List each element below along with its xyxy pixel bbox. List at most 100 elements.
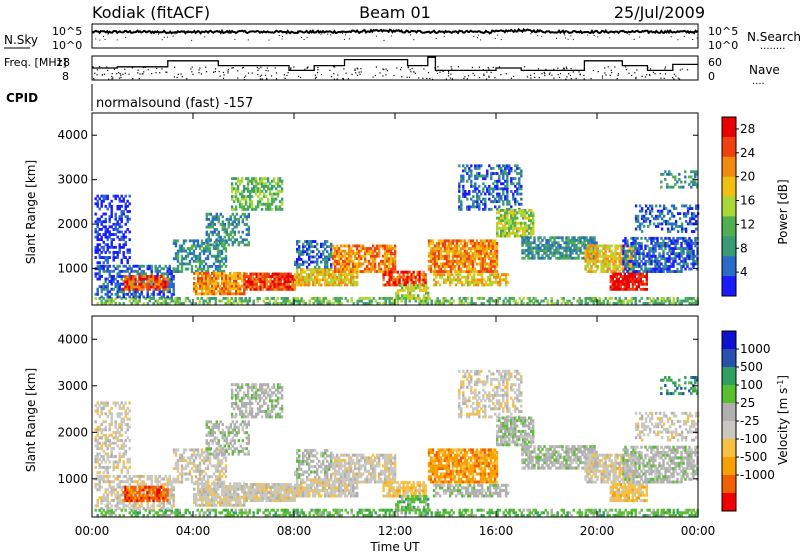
- nave-dot: [679, 69, 681, 71]
- power-cell: [268, 187, 272, 191]
- power-cell: [506, 200, 509, 204]
- power-cell: [539, 241, 542, 245]
- power-cell: [478, 297, 481, 300]
- power-cell: [632, 249, 635, 253]
- power-cell: [514, 184, 517, 188]
- power-cell: [142, 275, 145, 278]
- power-cell: [447, 259, 451, 263]
- power-cell: [245, 215, 248, 219]
- power-cell: [197, 277, 200, 280]
- power-cell: [490, 299, 493, 303]
- power-cell: [470, 164, 473, 168]
- power-cell: [221, 215, 224, 219]
- power-cell: [347, 249, 351, 253]
- power-cell: [174, 267, 178, 271]
- power-cell: [573, 236, 576, 240]
- power-cell: [510, 219, 513, 223]
- power-cell: [108, 269, 111, 273]
- power-cell: [629, 287, 632, 291]
- power-cell: [98, 238, 101, 242]
- power-cell: [638, 254, 641, 258]
- power-cell: [390, 302, 393, 305]
- power-cell: [203, 279, 206, 283]
- power-cell: [398, 280, 401, 284]
- power-cell: [626, 254, 629, 258]
- power-cell: [234, 205, 238, 209]
- power-cell: [547, 241, 550, 245]
- power-cell: [237, 223, 240, 226]
- power-cell: [634, 252, 637, 256]
- power-cell: [122, 275, 125, 278]
- power-cell: [498, 174, 501, 178]
- power-cell: [116, 251, 119, 254]
- power-cell: [448, 283, 452, 287]
- power-cell: [388, 275, 391, 279]
- power-cell: [640, 242, 643, 245]
- power-cell: [498, 283, 502, 287]
- power-cell: [496, 207, 499, 211]
- power-cell: [645, 282, 648, 286]
- power-cell: [110, 204, 113, 208]
- power-cell: [489, 270, 493, 273]
- power-cell: [486, 275, 490, 279]
- power-cell: [371, 267, 375, 271]
- power-cell: [142, 264, 145, 268]
- power-cell: [448, 302, 451, 305]
- nave-dot: [336, 78, 338, 80]
- power-cell: [518, 187, 521, 191]
- nave-dot: [488, 68, 490, 70]
- power-cell: [632, 252, 635, 256]
- power-cell: [506, 177, 509, 181]
- power-cell: [346, 283, 349, 287]
- nave-dot: [96, 74, 98, 76]
- power-cell: [526, 297, 529, 300]
- power-cell: [252, 187, 256, 191]
- power-cell: [458, 278, 462, 282]
- nave-label: Nave: [749, 63, 780, 77]
- power-cell: [334, 283, 337, 287]
- power-cell: [650, 254, 653, 258]
- power-cell: [478, 190, 481, 193]
- power-cell: [622, 259, 625, 263]
- power-cell: [379, 262, 383, 266]
- power-cell: [320, 245, 323, 249]
- power-cell: [500, 273, 504, 277]
- power-cell: [104, 269, 107, 273]
- power-cell: [257, 280, 260, 284]
- power-cell: [504, 280, 508, 284]
- power-cell: [404, 270, 407, 274]
- power-cell: [98, 264, 101, 268]
- power-cell: [508, 164, 511, 168]
- power-cell: [289, 277, 292, 281]
- power-cell: [487, 239, 491, 243]
- power-cell: [248, 195, 252, 198]
- power-cell: [606, 257, 609, 261]
- nave-dot: [647, 67, 649, 69]
- power-cell: [116, 220, 119, 224]
- power-cell: [633, 287, 636, 291]
- power-cell: [312, 268, 315, 271]
- power-cell: [140, 280, 143, 283]
- power-cell: [285, 287, 288, 291]
- nave-dot: [116, 73, 118, 75]
- power-cell: [266, 179, 270, 183]
- power-cell: [160, 272, 163, 276]
- power-cell: [188, 299, 191, 303]
- power-cell: [551, 236, 554, 240]
- power-cell: [243, 285, 246, 289]
- power-cell: [213, 271, 216, 275]
- power-cell: [243, 287, 246, 291]
- power-cell: [483, 239, 487, 243]
- power-cell: [203, 292, 206, 296]
- power-cell: [500, 226, 503, 230]
- power-cell: [666, 299, 669, 303]
- power-cell: [644, 259, 647, 263]
- nave-dot: [418, 77, 420, 79]
- power-cell: [402, 278, 405, 282]
- power-cell: [496, 172, 499, 175]
- power-cell: [156, 292, 159, 296]
- power-cell: [96, 261, 99, 265]
- power-cell: [478, 280, 482, 284]
- power-cell: [128, 217, 131, 221]
- sky-noise-dot: [530, 33, 532, 35]
